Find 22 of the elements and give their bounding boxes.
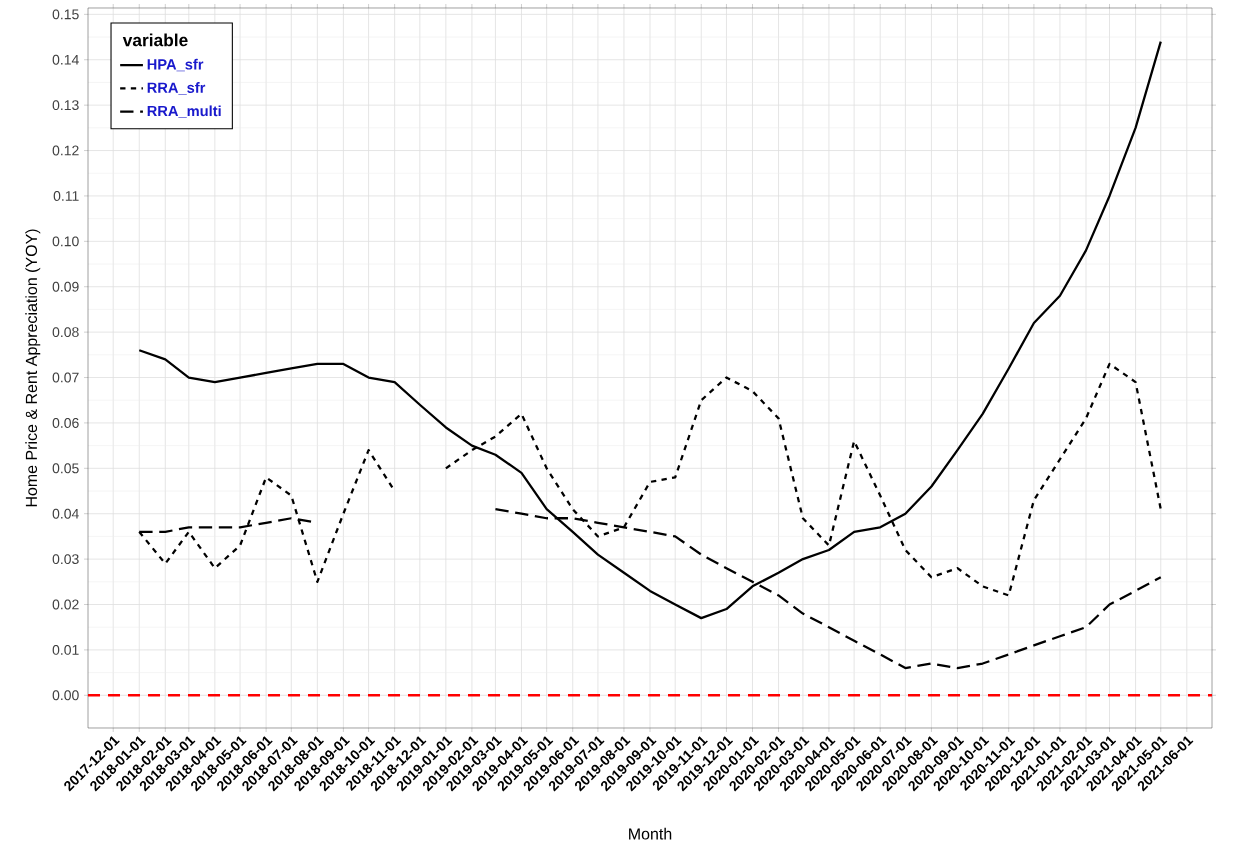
y-tick-label: 0.09 [52, 281, 79, 292]
y-tick-label: 0.02 [52, 599, 79, 610]
y-axis-title: Home Price & Rent Appreciation (YOY) [25, 229, 41, 507]
y-tick-label: 0.12 [52, 145, 79, 156]
y-tick-label: 0.14 [52, 54, 79, 65]
y-tick-label: 0.03 [52, 554, 79, 565]
y-tick-label: 0.08 [52, 327, 79, 338]
y-tick-label: 0.05 [52, 463, 79, 474]
y-tick-label: 0.00 [52, 690, 79, 701]
legend-label: RRA_multi [147, 105, 221, 118]
legend-label: RRA_sfr [147, 82, 206, 95]
y-tick-label: 0.10 [52, 236, 79, 247]
y-tick-label: 0.06 [52, 417, 79, 428]
x-axis-title: Month [629, 827, 672, 840]
y-tick-label: 0.15 [52, 9, 79, 20]
y-tick-label: 0.07 [52, 372, 79, 383]
y-tick-label: 0.04 [52, 508, 79, 519]
y-tick-label: 0.11 [53, 190, 79, 201]
y-tick-label: 0.01 [52, 644, 79, 655]
y-tick-label: 0.13 [52, 100, 79, 111]
legend-label: HPA_sfr [147, 58, 204, 72]
legend-title: variable [122, 33, 188, 47]
